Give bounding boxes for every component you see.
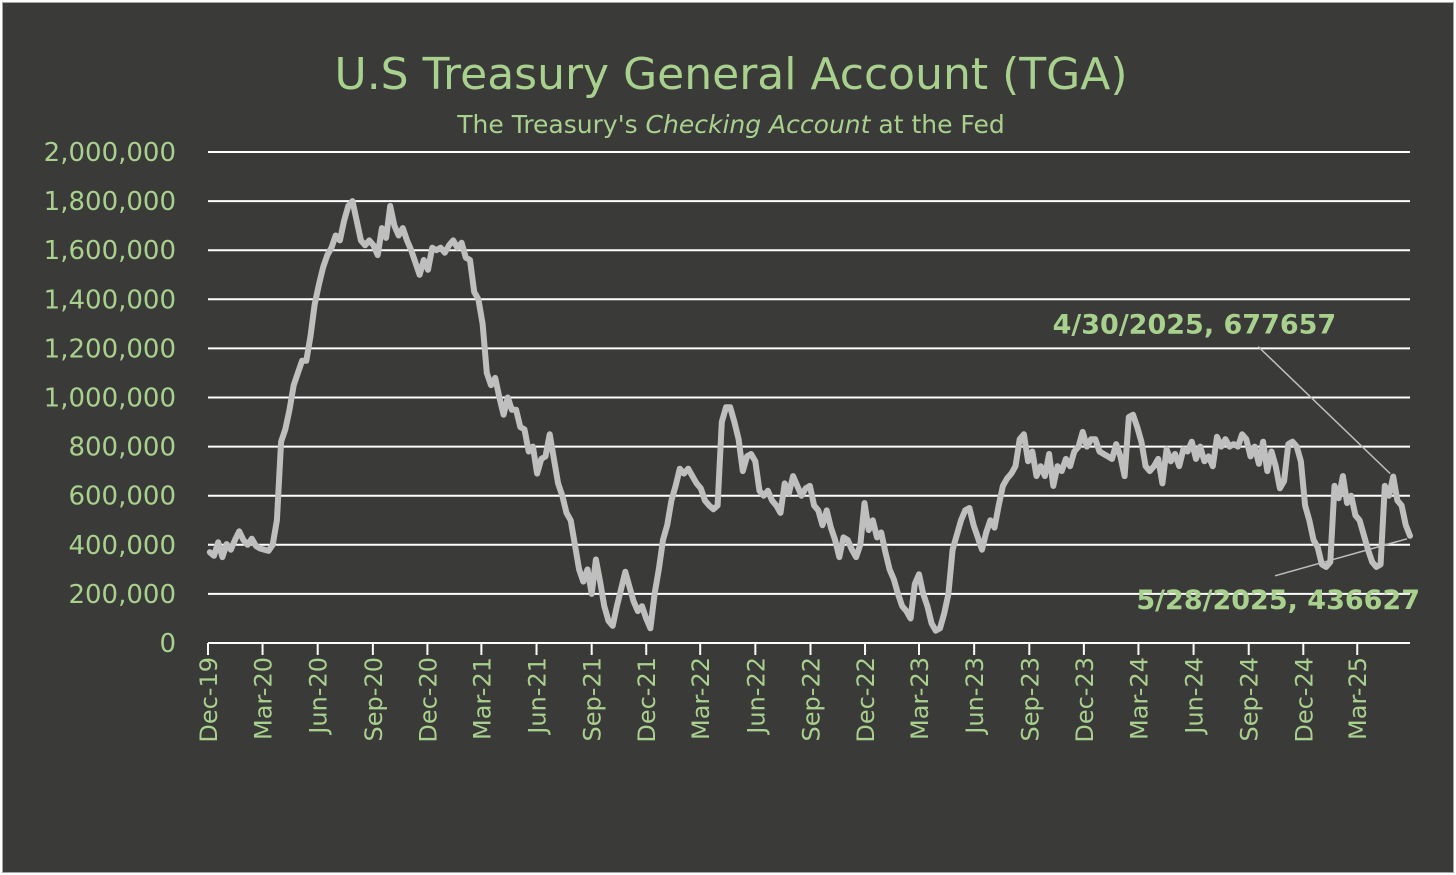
x-tick-label: Mar-24 bbox=[1125, 657, 1153, 740]
x-tick-label: Dec-24 bbox=[1290, 657, 1318, 743]
x-tick-label: Dec-23 bbox=[1071, 657, 1099, 743]
chart-title: U.S Treasury General Account (TGA) bbox=[334, 49, 1127, 100]
y-tick-label: 800,000 bbox=[68, 433, 176, 463]
x-tick-label: Mar-25 bbox=[1344, 657, 1372, 740]
series-layer bbox=[206, 198, 1413, 634]
x-axis: Dec-19 Mar-20 Jun-20 Sep-20 Dec-20 Mar-21 Jun-… bbox=[195, 642, 1410, 743]
annotations: 4/30/2025, 677657 5/28/2025, 436627 bbox=[1053, 310, 1420, 616]
y-tick-label: 1,800,000 bbox=[44, 187, 176, 217]
subtitle-emphasis: Checking Account bbox=[646, 110, 872, 139]
x-tick-label: Sep-22 bbox=[797, 657, 825, 741]
x-tick-label: Jun-22 bbox=[742, 657, 770, 736]
y-tick-label: 1,600,000 bbox=[44, 236, 176, 266]
y-tick-label: 1,000,000 bbox=[44, 384, 176, 414]
x-tick-label: Sep-23 bbox=[1016, 657, 1044, 741]
series-line bbox=[206, 198, 1413, 634]
x-tick-label: Dec-20 bbox=[414, 657, 442, 743]
x-tick-label: Sep-24 bbox=[1236, 657, 1264, 741]
x-tick-label: Jun-21 bbox=[524, 657, 552, 736]
tga-line-chart: U.S Treasury General Account (TGA) The T… bbox=[44, 49, 1420, 743]
y-tick-label: 2,000,000 bbox=[44, 138, 176, 168]
x-tick-label: Mar-23 bbox=[906, 657, 934, 740]
subtitle-prefix: The Treasury's bbox=[456, 110, 645, 139]
x-tick-label: Sep-20 bbox=[360, 657, 388, 741]
x-tick-label: Jun-24 bbox=[1181, 657, 1209, 736]
x-tick-label: Mar-21 bbox=[468, 657, 496, 740]
x-tick-label: Sep-21 bbox=[579, 657, 607, 741]
x-tick-label: Mar-20 bbox=[250, 657, 278, 740]
y-tick-label: 200,000 bbox=[68, 580, 176, 610]
x-tick-label: Jun-20 bbox=[305, 657, 333, 736]
x-tick-label: Dec-22 bbox=[852, 657, 880, 743]
chart-subtitle: The Treasury's Checking Account at the F… bbox=[456, 110, 1004, 139]
x-tick-label: Dec-19 bbox=[195, 657, 223, 743]
data-point-annotation: 4/30/2025, 677657 bbox=[1053, 310, 1337, 341]
y-axis-tick-labels: 0 200,000 400,000 600,000 800,000 1,000,000 1,… bbox=[44, 138, 176, 659]
x-tick-label: Jun-23 bbox=[961, 657, 989, 736]
subtitle-suffix: at the Fed bbox=[870, 110, 1004, 139]
annotation-leader-line bbox=[1257, 346, 1391, 475]
annotation-leader-line bbox=[1274, 538, 1408, 577]
x-tick-label: Dec-21 bbox=[633, 657, 661, 743]
y-tick-label: 0 bbox=[159, 629, 176, 659]
gridlines bbox=[208, 151, 1410, 595]
y-tick-label: 1,200,000 bbox=[44, 334, 176, 364]
y-tick-label: 600,000 bbox=[68, 482, 176, 512]
x-tick-label: Mar-22 bbox=[687, 657, 715, 740]
data-point-annotation: 5/28/2025, 436627 bbox=[1136, 585, 1420, 616]
y-tick-label: 1,400,000 bbox=[44, 285, 176, 315]
y-tick-label: 400,000 bbox=[68, 531, 176, 561]
